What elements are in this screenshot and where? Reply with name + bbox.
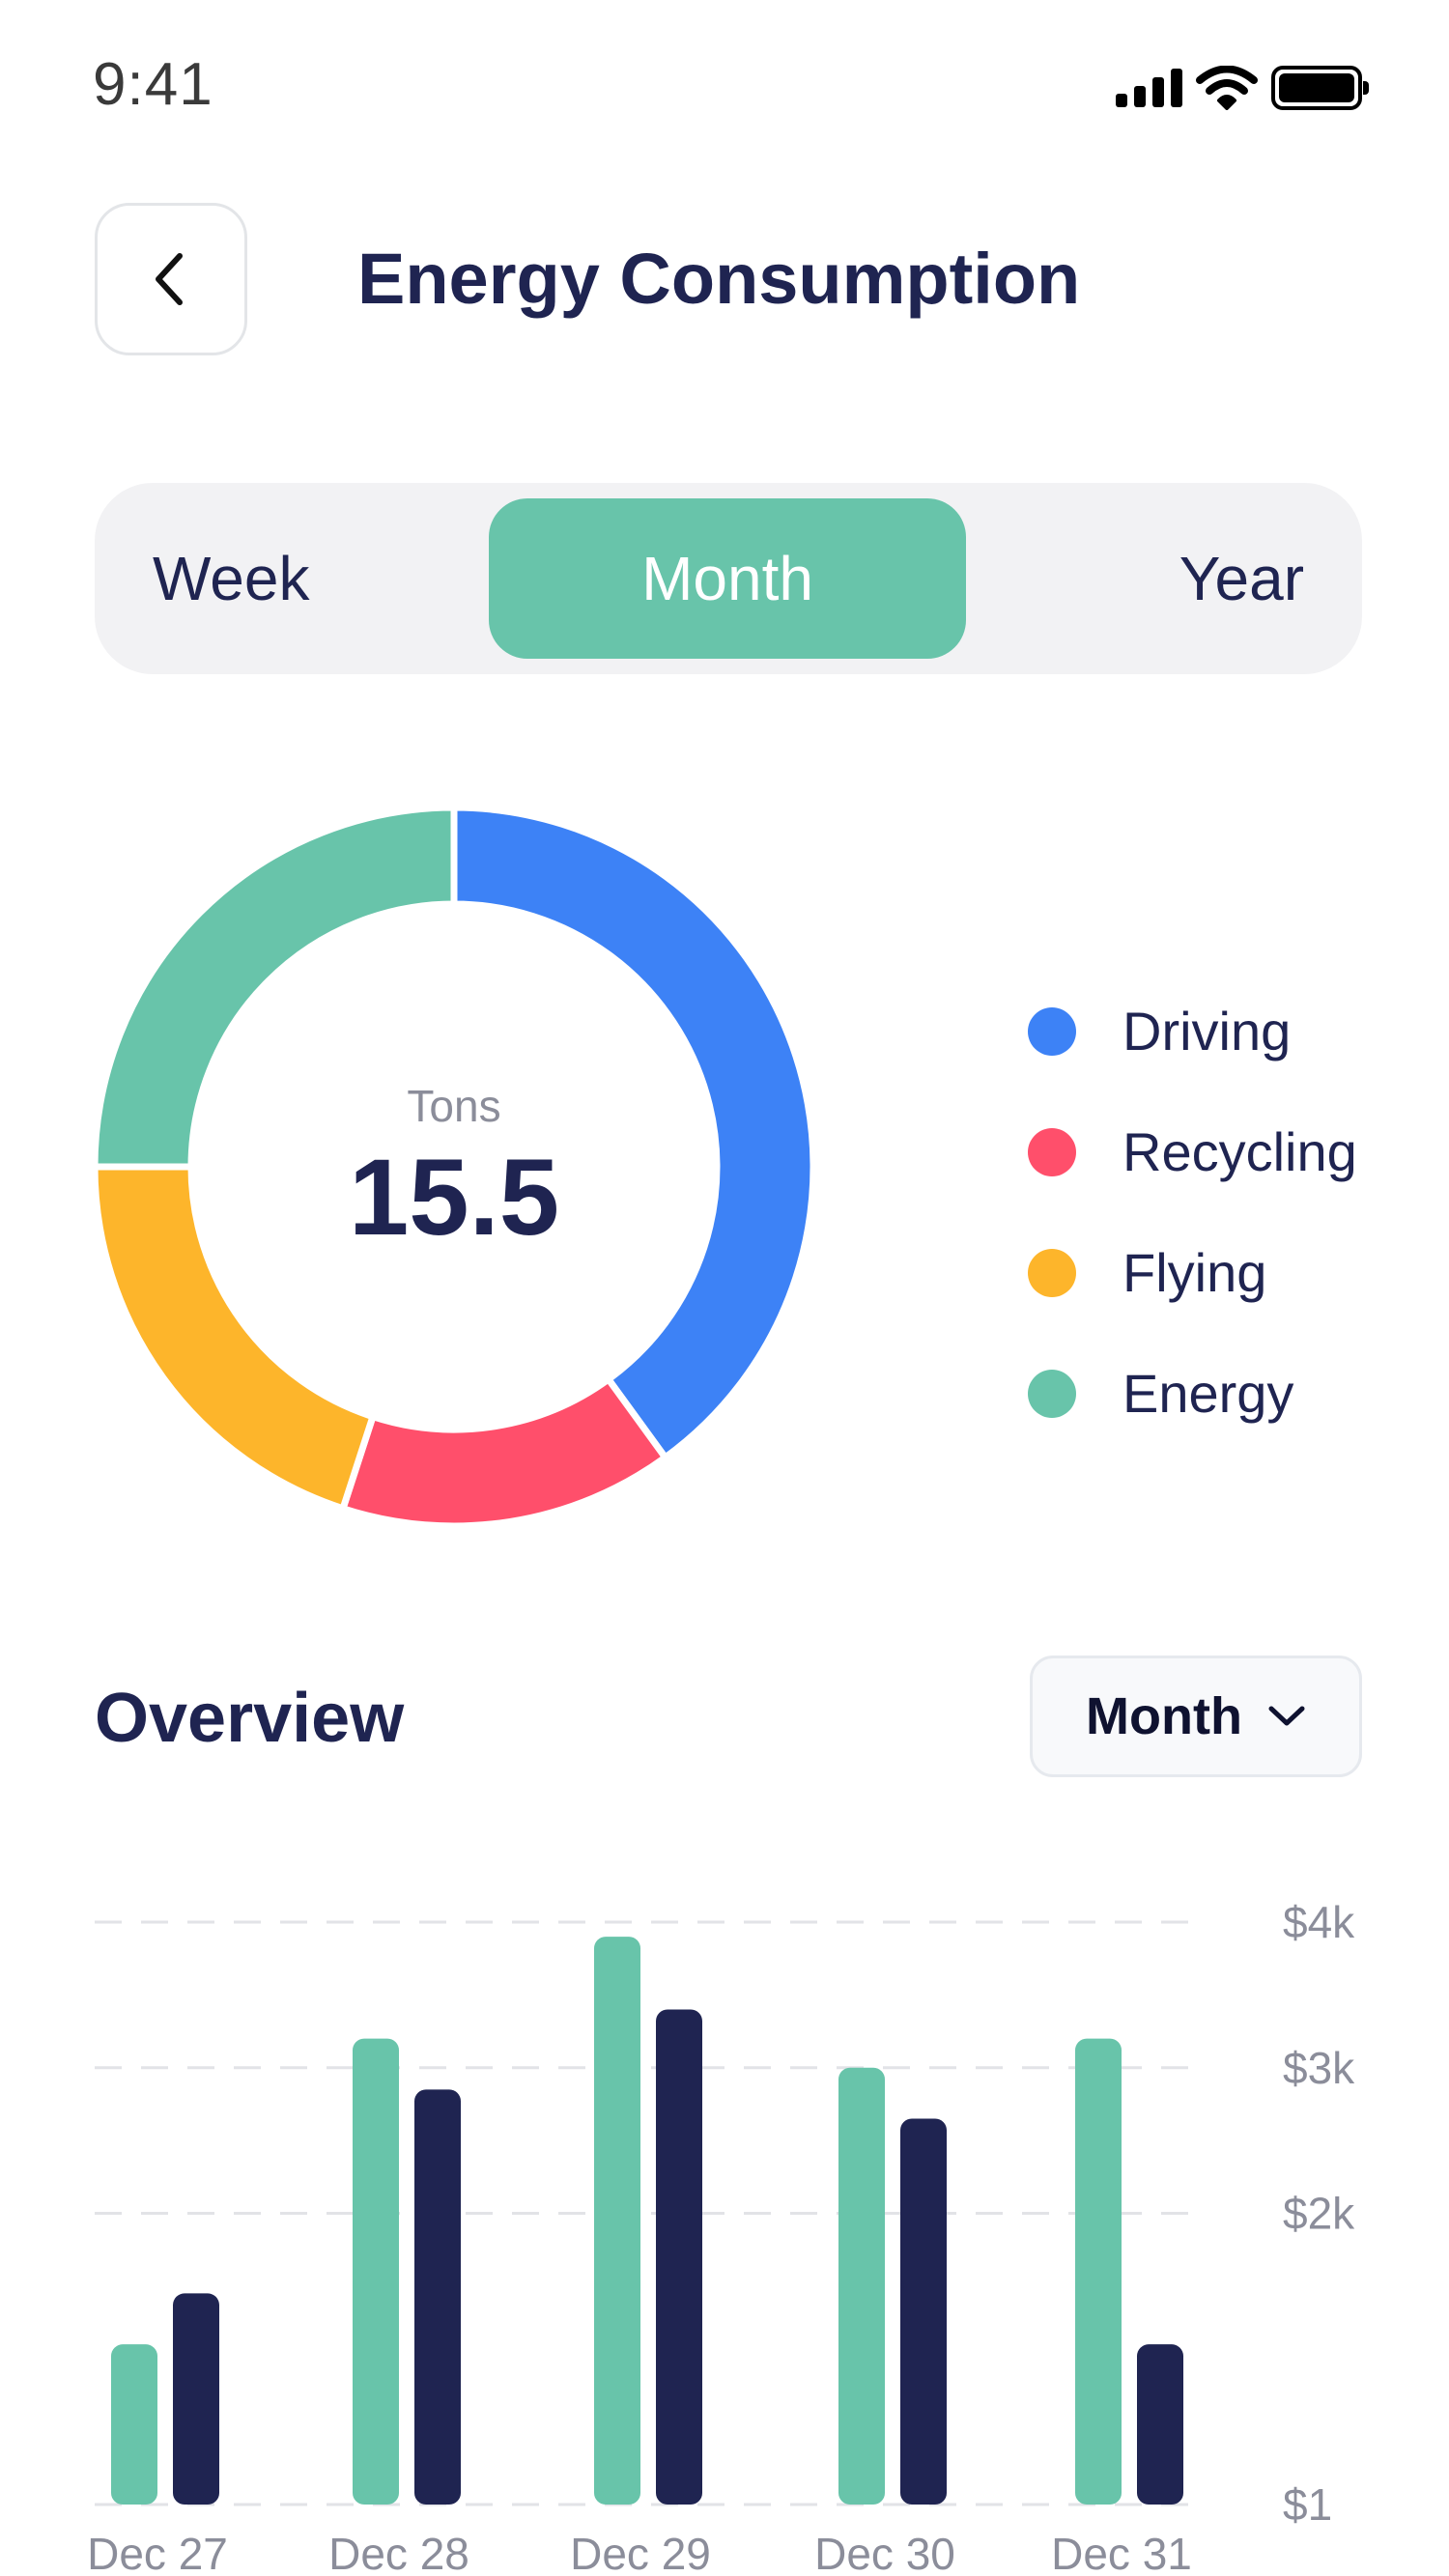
bar-dec-29-series-2[interactable] <box>656 2009 702 2505</box>
battery-icon <box>1271 66 1369 110</box>
donut-segment-recycling <box>338 1374 670 1526</box>
status-time: 9:41 <box>93 51 213 118</box>
donut-segment-driving <box>450 807 813 1462</box>
bar-dec-30-series-2[interactable] <box>900 2118 947 2505</box>
y-tick-label: $4k <box>1283 1897 1355 1947</box>
overview-bar-chart: $1 $2k $3k $4k Dec 27 Dec 28 Dec 29 Dec 30 Dec 3… <box>87 1897 1355 2576</box>
x-tick-label: Dec 30 <box>814 2529 955 2576</box>
legend-item-flying: Flying <box>1028 1212 1357 1333</box>
legend-label: Flying <box>1122 1242 1267 1303</box>
page-title: Energy Consumption <box>357 239 1081 319</box>
period-tabs: Week Month Year <box>95 483 1362 674</box>
tab-month[interactable]: Month <box>489 498 966 659</box>
bar-dec-29-series-1[interactable] <box>594 1937 640 2505</box>
x-tick-label: Dec 31 <box>1051 2529 1192 2576</box>
bar-dec-31-series-2[interactable] <box>1137 2344 1183 2505</box>
bar-dec-27-series-1[interactable] <box>111 2344 157 2505</box>
donut-chart <box>95 807 813 1526</box>
signal-icon <box>1116 69 1182 107</box>
donut-segment-energy <box>95 807 458 1171</box>
legend-item-driving: Driving <box>1028 971 1357 1091</box>
legend-item-energy: Energy <box>1028 1333 1357 1454</box>
x-tick-label: Dec 27 <box>87 2529 228 2576</box>
y-tick-label: $2k <box>1283 2189 1355 2239</box>
donut-segment-flying <box>95 1163 378 1514</box>
chevron-left-icon <box>156 253 183 305</box>
donut-total-value: 15.5 <box>349 1137 559 1258</box>
legend-label: Energy <box>1122 1363 1294 1424</box>
y-tick-label: $1 <box>1283 2479 1332 2530</box>
x-tick-label: Dec 29 <box>570 2529 711 2576</box>
period-select[interactable]: Month <box>1030 1656 1362 1777</box>
legend-dot <box>1028 1248 1076 1297</box>
status-icons <box>1116 66 1369 110</box>
legend-label: Driving <box>1122 1001 1292 1062</box>
bar-dec-28-series-2[interactable] <box>414 2089 461 2505</box>
legend-dot <box>1028 1006 1076 1056</box>
legend-dot <box>1028 1369 1076 1418</box>
back-button[interactable] <box>95 203 247 355</box>
donut-unit-label: Tons <box>407 1081 501 1131</box>
bar-dec-28-series-1[interactable] <box>353 2038 399 2505</box>
legend-dot <box>1028 1127 1076 1176</box>
period-select-value: Month <box>1086 1687 1242 1745</box>
tab-week[interactable]: Week <box>153 544 310 613</box>
bar-dec-27-series-2[interactable] <box>173 2293 219 2505</box>
x-tick-label: Dec 28 <box>328 2529 469 2576</box>
donut-legend: Driving Recycling Flying Energy <box>1028 971 1357 1454</box>
wifi-icon <box>1196 66 1258 110</box>
overview-title: Overview <box>95 1680 405 1757</box>
tab-year[interactable]: Year <box>1179 544 1304 613</box>
y-tick-label: $3k <box>1283 2043 1355 2093</box>
bar-dec-31-series-1[interactable] <box>1075 2038 1122 2505</box>
bar-dec-30-series-1[interactable] <box>838 2067 885 2505</box>
legend-item-recycling: Recycling <box>1028 1091 1357 1212</box>
chevron-down-icon <box>1268 1706 1305 1726</box>
legend-label: Recycling <box>1122 1121 1357 1182</box>
